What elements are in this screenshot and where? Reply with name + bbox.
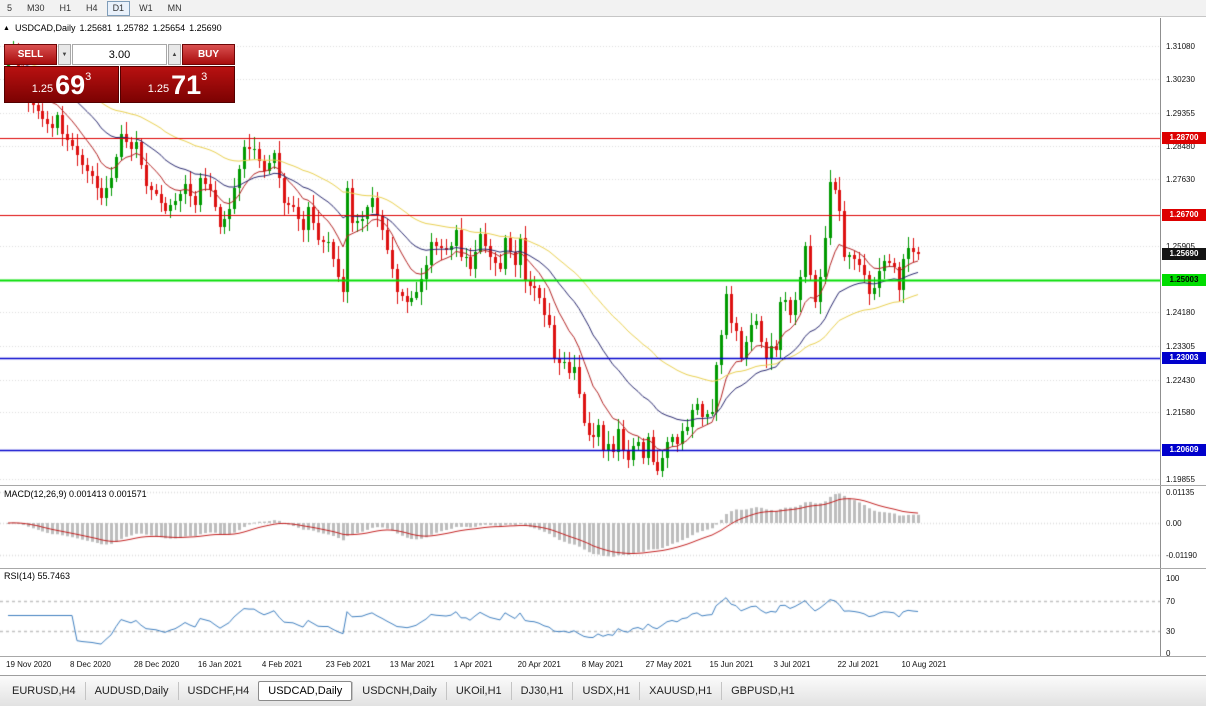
price-tick-label: 1.27630 [1166,175,1195,185]
pane-separator-price-macd[interactable] [0,485,1206,486]
ask-big-digits: 71 [171,70,202,101]
timeframe-button-m30[interactable]: M30 [21,1,51,16]
price-badge: 1.25690 [1162,247,1206,260]
rsi-scale-label: 70 [1166,596,1175,606]
ohlc-low: 1.25654 [152,23,186,33]
date-label: 20 Apr 2021 [517,660,561,669]
chart-collapse-icon[interactable]: ▲ [3,25,10,32]
price-scale[interactable]: 1.31080 1.30230 1.29355 1.28480 1.27630 1.259… [1160,18,1206,658]
sell-button[interactable]: SELL [4,44,57,65]
date-label: 22 Jul 2021 [837,660,879,669]
date-label: 10 Aug 2021 [901,660,947,669]
price-badge: 1.20609 [1162,443,1206,456]
timeframe-button-d1[interactable]: D1 [106,0,131,16]
chart-tab-dj30[interactable]: DJ30,H1 [510,682,573,700]
price-tick-label: 1.25905 [1166,241,1195,251]
rsi-indicator-label: RSI(14) 55.7463 [4,571,71,581]
bid-pip-digit: 3 [85,71,92,83]
chart-tab-ukoil[interactable]: UKOil,H1 [445,682,511,700]
date-label: 19 Nov 2020 [6,660,52,669]
pane-separator-macd-rsi[interactable] [0,568,1206,569]
chart-tab-usdx[interactable]: USDX,H1 [572,682,639,700]
bid-big-digits: 69 [55,70,86,101]
chart-canvas[interactable] [0,18,1160,656]
ohlc-high: 1.25782 [116,23,149,33]
price-tick-label: 1.24180 [1166,308,1195,318]
bid-prefix: 1.25 [31,83,54,95]
chart-tab-bar: EURUSD,H4 AUDUSD,Daily USDCHF,H4 USDCAD,Dai… [0,675,1206,706]
date-label: 13 Mar 2021 [389,660,435,669]
volume-decrease-button[interactable]: ▼ [58,44,71,65]
price-tick-label: 1.30230 [1166,74,1195,84]
date-label: 1 Apr 2021 [453,660,493,669]
pane-separator-rsi-axis [0,656,1206,657]
macd-scale-label: -0.01190 [1166,551,1197,561]
ask-pip-digit: 3 [201,71,208,83]
ask-quote-button[interactable]: 1.25 71 3 [120,66,235,103]
chart-title: USDCAD,Daily 1.25681 1.25782 1.25654 1.25690 [15,23,226,33]
price-tick-label: 1.28480 [1166,142,1195,152]
volume-increase-button[interactable]: ▲ [168,44,181,65]
bid-quote-button[interactable]: 1.25 69 3 [4,66,119,103]
rsi-scale-label: 30 [1166,626,1175,636]
ohlc-close: 1.25690 [189,23,222,33]
chart-tab-xauusd[interactable]: XAUUSD,H1 [639,682,721,700]
chart-tab-usdcad[interactable]: USDCAD,Daily [258,681,353,701]
date-label: 15 Jun 2021 [709,660,754,669]
timeframe-toolbar: 5 M30 H1 H4 D1 W1 MN [0,0,1206,17]
macd-indicator-label: MACD(12,26,9) 0.001413 0.001571 [4,489,147,499]
price-tick-label: 1.29355 [1166,108,1195,118]
timeframe-button-w1[interactable]: W1 [133,1,159,16]
price-badge: 1.23003 [1162,351,1206,364]
timeframe-button-h1[interactable]: H1 [54,1,78,16]
timeframe-button-h4[interactable]: H4 [80,1,104,16]
price-tick-label: 1.31080 [1166,42,1195,51]
chart-tab-eurusd[interactable]: EURUSD,H4 [12,685,76,697]
price-badge: 1.28700 [1162,131,1206,144]
chart-tab-gbpusd[interactable]: GBPUSD,H1 [721,682,804,700]
date-label: 4 Feb 2021 [261,660,303,669]
rsi-scale-label: 0 [1166,649,1171,658]
chart-symbol-period: USDCAD,Daily [15,23,76,33]
date-label: 23 Feb 2021 [325,660,371,669]
price-tick-label: 1.22430 [1166,375,1195,385]
volume-field[interactable]: 3.00 [72,44,167,65]
price-badge: 1.25003 [1162,274,1206,287]
timeframe-button-mn[interactable]: MN [162,1,188,16]
date-label: 16 Jan 2021 [197,660,242,669]
date-label: 27 May 2021 [645,660,692,669]
date-label: 8 Dec 2020 [69,660,111,669]
timeframe-button-5[interactable]: 5 [1,1,18,16]
date-label: 3 Jul 2021 [773,660,811,669]
chart-tab-usdcnh[interactable]: USDCNH,Daily [352,682,446,700]
buy-button[interactable]: BUY [182,44,235,65]
ohlc-open: 1.25681 [79,23,113,33]
macd-scale-label: 0.01135 [1166,488,1195,497]
price-tick-label: 1.19855 [1166,474,1195,484]
price-tick-label: 1.23305 [1166,341,1195,351]
chart-tab-audusd[interactable]: AUDUSD,Daily [84,682,178,700]
price-badge: 1.26700 [1162,208,1206,221]
price-tick-label: 1.21580 [1166,408,1195,418]
date-label: 28 Dec 2020 [133,660,180,669]
ask-prefix: 1.25 [147,83,170,95]
macd-scale-label: 0.00 [1166,519,1182,528]
one-click-trading-panel: SELL ▼ 3.00 ▲ BUY 1.25 69 3 1.25 71 3 [4,44,235,103]
rsi-scale-label: 100 [1166,574,1180,583]
date-axis[interactable]: 19 Nov 2020 8 Dec 2020 28 Dec 2020 16 Jan 2… [0,657,1160,675]
chart-tab-usdchf[interactable]: USDCHF,H4 [177,682,259,700]
date-label: 8 May 2021 [581,660,624,669]
